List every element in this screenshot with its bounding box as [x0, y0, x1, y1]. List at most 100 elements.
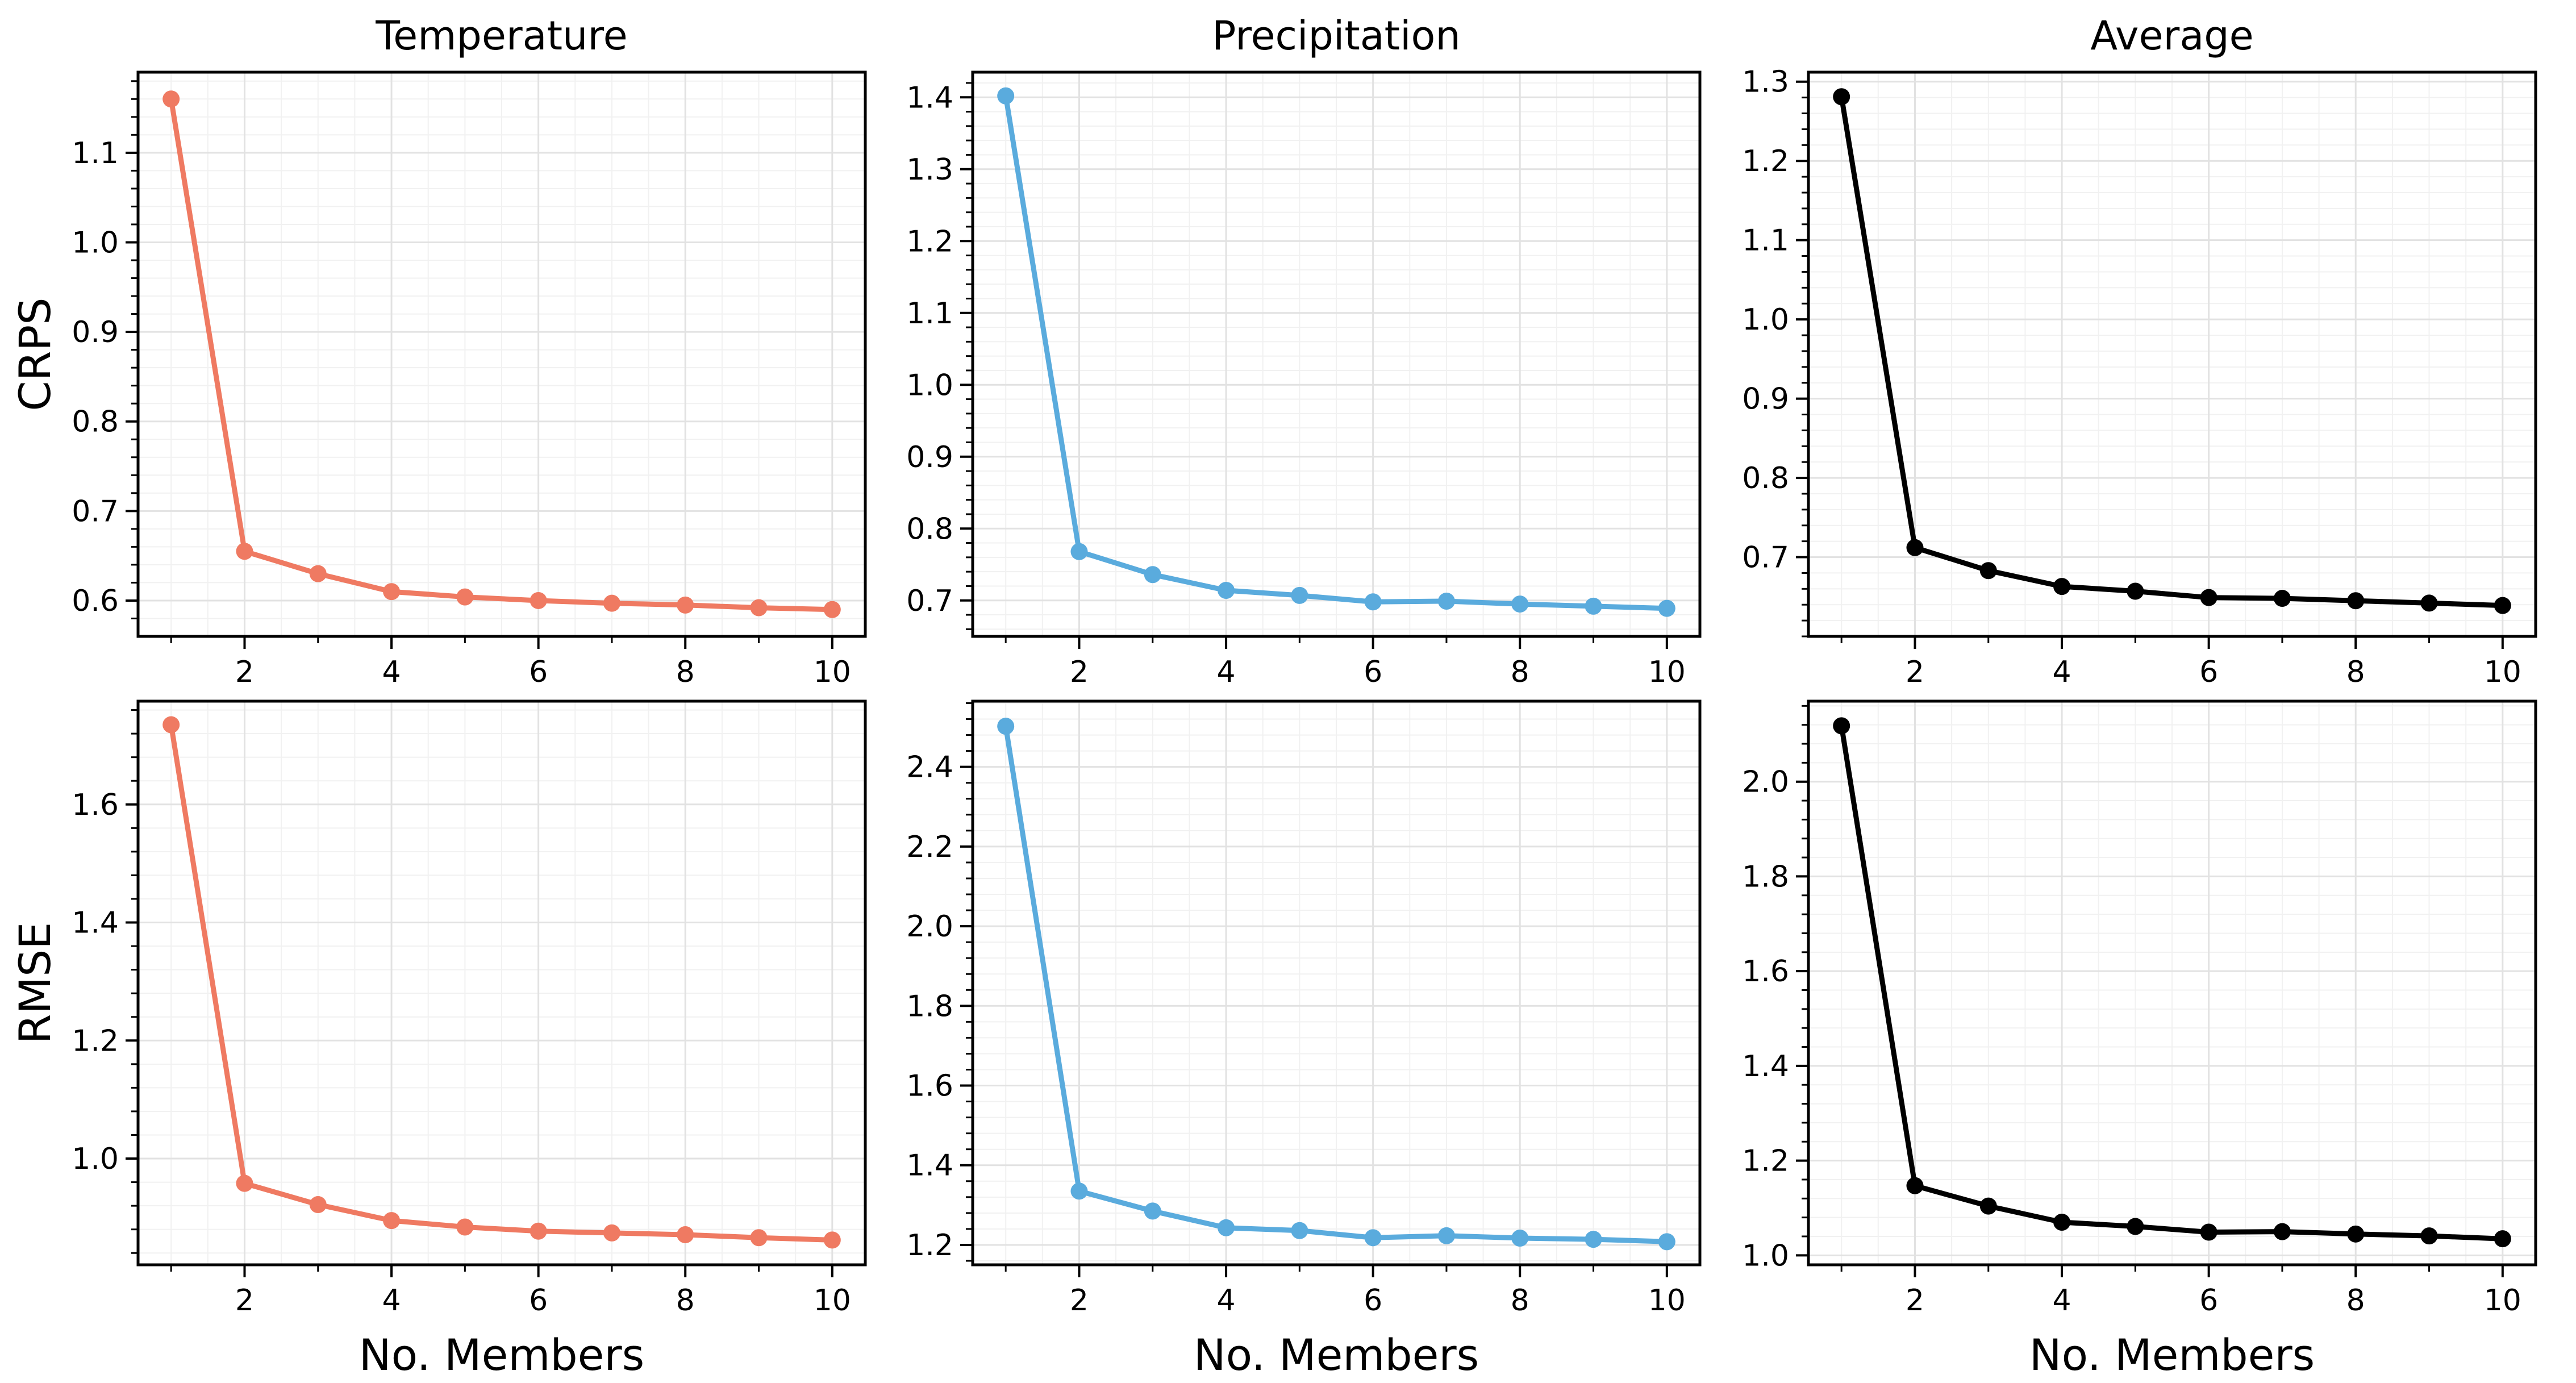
data-point	[1291, 586, 1308, 604]
panels: 2 4 6 8 100.60.70.80.91.01.1TemperatureCRPS2…	[10, 13, 2537, 1380]
y-tick-label: 0.8	[1742, 461, 1789, 495]
y-tick-label: 2.0	[1742, 765, 1789, 799]
data-point	[383, 583, 401, 601]
data-point	[603, 594, 620, 612]
y-tick-label: 1.0	[72, 1142, 119, 1176]
data-point	[2053, 1213, 2071, 1231]
data-point	[236, 543, 253, 560]
data-point	[1833, 717, 1850, 735]
x-tick-label: 10	[2484, 655, 2521, 689]
data-point	[2420, 594, 2438, 612]
axes-frame	[136, 70, 867, 638]
x-tick-label: 4	[382, 1284, 401, 1318]
x-tick-label: 4	[382, 655, 401, 689]
x-axis-label: No. Members	[1194, 1330, 1479, 1380]
x-axis-label: No. Members	[2029, 1330, 2315, 1380]
data-point	[1585, 1231, 1602, 1248]
data-point	[162, 90, 180, 108]
data-point	[2273, 590, 2291, 607]
data-point	[603, 1224, 620, 1242]
y-tick-label: 1.0	[1742, 303, 1789, 337]
x-tick-label: 2	[235, 655, 254, 689]
y-tick-label: 0.8	[906, 512, 953, 546]
x-tick-label: 8	[2346, 1284, 2365, 1318]
x-tick-label: 4	[1217, 1284, 1236, 1318]
y-tick-label: 1.1	[906, 297, 953, 331]
y-axis-label: RMSE	[10, 922, 60, 1044]
data-point	[1511, 595, 1529, 613]
data-point	[530, 591, 547, 609]
data-point	[1585, 597, 1602, 615]
x-tick-label: 8	[676, 655, 695, 689]
series-line	[168, 96, 835, 613]
axes-frame	[136, 699, 867, 1267]
y-tick-label: 0.8	[72, 405, 119, 439]
x-tick-label: 10	[814, 1284, 851, 1318]
y-tick-label: 0.9	[72, 315, 119, 349]
x-tick-label: 2	[235, 1284, 254, 1318]
axes-frame	[971, 699, 1702, 1267]
panel-rmse-precipitation: 2 4 6 8 10 1.2 1.4 1.6 1.8 2.0 2.2 2.4 No. Members	[906, 699, 1702, 1380]
x-tick-label: 10	[1648, 655, 1686, 689]
y-tick-label: 1.2	[1742, 1144, 1789, 1178]
x-tick-label: 8	[2346, 655, 2365, 689]
column-title: Precipitation	[1212, 13, 1461, 59]
y-tick-label: 1.4	[906, 1149, 953, 1183]
data-point	[456, 1218, 474, 1236]
x-tick-label: 6	[1364, 1284, 1382, 1318]
x-tick-label: 2	[1906, 655, 1924, 689]
x-tick-label: 4	[2053, 1284, 2071, 1318]
y-tick-label: 0.7	[72, 494, 119, 528]
y-tick-label: 1.0	[906, 368, 953, 402]
y-tick-label: 1.0	[1742, 1239, 1789, 1273]
grid	[973, 72, 1700, 636]
data-point	[677, 1226, 694, 1244]
x-tick-label: 4	[2053, 655, 2071, 689]
x-tick-label: 6	[529, 655, 548, 689]
y-tick-label: 2.2	[906, 830, 953, 864]
data-point	[1979, 1197, 1997, 1215]
y-tick-label: 1.2	[1742, 144, 1789, 178]
x-tick-label: 2	[1070, 655, 1089, 689]
data-point	[2494, 1230, 2511, 1248]
y-tick-label: 1.8	[1742, 860, 1789, 894]
data-point	[1070, 543, 1088, 560]
panel-crps-precipitation: 2 4 6 8 10 0.7 0.8 0.9 1.0 1.1 1.2 1.3 1.4 Precipitat…	[906, 13, 1702, 689]
series-line	[1003, 723, 1670, 1244]
y-tick-label: 1.6	[1742, 955, 1789, 989]
panel-rmse-temperature: 2 4 6 8 10 1.0 1.2 1.4 1.6 No. Members RMSE	[10, 699, 867, 1380]
grid	[1808, 701, 2536, 1265]
data-point	[823, 1231, 841, 1249]
y-tick-label: 1.6	[906, 1069, 953, 1103]
x-axis-label: No. Members	[359, 1330, 645, 1380]
y-tick-label: 0.9	[906, 440, 953, 474]
data-point	[2347, 592, 2365, 610]
data-point	[677, 596, 694, 614]
panel-crps-temperature: 2 4 6 8 10 0.6 0.7 0.8 0.9 1.0 1.1 Temperature CRPS	[10, 13, 867, 689]
data-point	[1364, 1229, 1382, 1247]
data-point	[309, 1196, 327, 1214]
grid	[138, 72, 865, 636]
data-point	[1070, 1182, 1088, 1200]
data-point	[823, 601, 841, 618]
y-tick-label: 1.6	[72, 788, 119, 822]
y-tick-label: 2.0	[906, 910, 953, 944]
column-title: Temperature	[375, 13, 627, 59]
data-point	[1906, 1177, 1924, 1194]
x-tick-label: 10	[1648, 1284, 1686, 1318]
panel-rmse-average: 2 4 6 8 10 1.0 1.2 1.4 1.6 1.8 2.0 No. Members	[1742, 699, 2537, 1380]
x-tick-label: 6	[2199, 655, 2218, 689]
data-point	[1144, 566, 1161, 584]
data-point	[750, 1229, 768, 1247]
y-axis-label: CRPS	[10, 298, 60, 411]
axes-frame	[1807, 699, 2537, 1267]
x-tick-label: 8	[1511, 1284, 1529, 1318]
data-point	[2273, 1223, 2291, 1240]
y-tick-label: 1.2	[906, 1228, 953, 1263]
y-tick-label: 1.0	[72, 226, 119, 260]
data-point	[2494, 597, 2511, 614]
data-point	[1906, 539, 1924, 556]
data-point	[162, 716, 180, 734]
series-line	[168, 722, 835, 1243]
